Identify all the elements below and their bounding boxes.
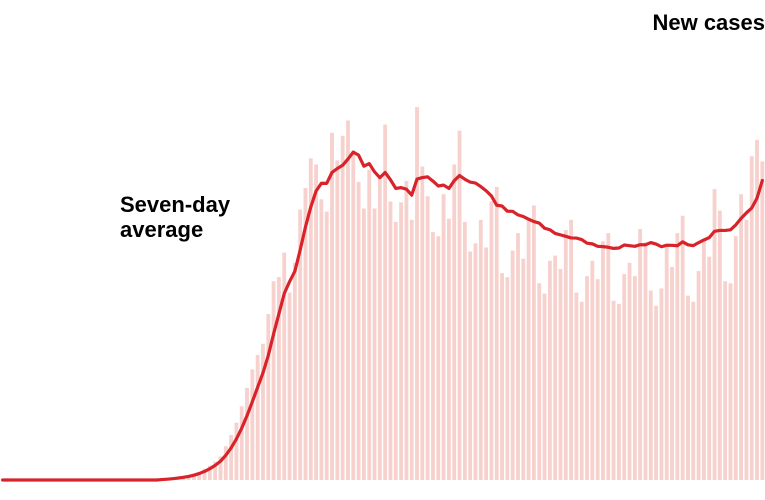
cases-chart: New cases Seven-day average — [0, 0, 765, 500]
seven-day-average-label: Seven-day average — [120, 192, 230, 243]
bars-group — [160, 107, 764, 480]
annotation-line-1: Seven-day — [120, 192, 230, 217]
annotation-line-2: average — [120, 217, 203, 242]
chart-svg — [0, 0, 765, 500]
seven-day-average-line — [3, 152, 763, 480]
chart-title: New cases — [652, 10, 765, 36]
